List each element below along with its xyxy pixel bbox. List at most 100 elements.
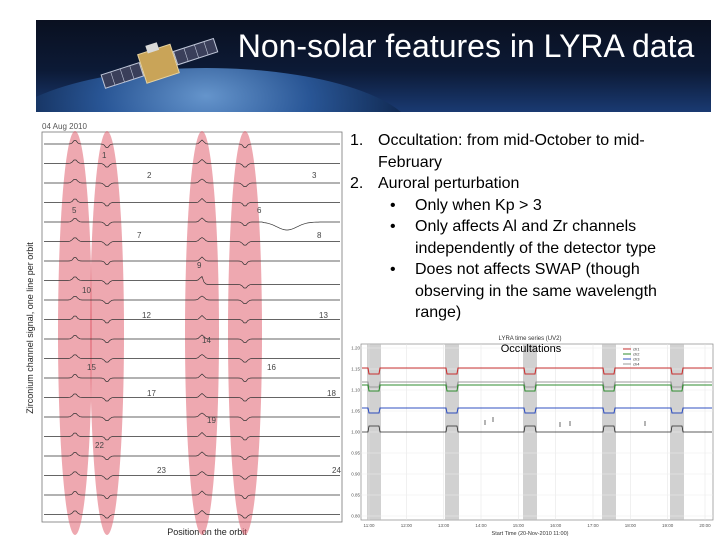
series-line [362, 381, 712, 388]
y-tick-label: 0.90 [351, 472, 360, 477]
x-tick-label: 12:00 [401, 523, 413, 528]
x-tick-label: 19:00 [662, 523, 674, 528]
sub-item-text: Does not affects SWAP (though observing … [415, 261, 657, 321]
occultation-ellipse [185, 131, 219, 535]
y-tick-label: 1.15 [351, 367, 360, 372]
curve-label: 7 [137, 231, 142, 240]
curve-label: 3 [312, 171, 317, 180]
x-axis-label: Start Time (20-Nov-2010 11:00) [492, 531, 569, 537]
orbit-curve [44, 471, 340, 480]
x-tick-label: 16:00 [550, 523, 562, 528]
curve-label: 23 [157, 466, 166, 475]
x-tick-label: 20:00 [699, 523, 711, 528]
occultations-annotation: Occultations [501, 343, 562, 355]
legend-label: ch2 [633, 352, 640, 357]
orbit-curve [44, 373, 340, 382]
orbit-curve [44, 393, 340, 402]
orbit-curve [44, 490, 340, 499]
legend-label: ch3 [633, 357, 640, 362]
orbit-curve [44, 256, 340, 265]
x-tick-label: 14:00 [475, 523, 487, 528]
orbit-curve [44, 334, 340, 343]
curve-label: 17 [147, 389, 156, 398]
curve-label: 18 [327, 389, 336, 398]
orbit-stack-plot: 04 Aug 2010 Zirconium channel signal, on… [25, 122, 343, 537]
y-axis-label: Zirconium channel signal, one line per o… [25, 242, 35, 414]
plot-frame [41, 131, 343, 523]
series-line [362, 407, 712, 414]
item-number: 1. [350, 132, 364, 149]
x-tick-label: 17:00 [587, 523, 599, 528]
orbit-curve [44, 412, 340, 421]
series-line [362, 367, 712, 375]
y-tick-label: 0.80 [351, 514, 360, 519]
bullet-icon: • [390, 196, 396, 214]
item-text: Auroral perturbation [378, 175, 520, 192]
series-line [362, 384, 712, 392]
legend-label: ch4 [633, 362, 640, 367]
y-tick-label: 1.05 [351, 409, 360, 414]
bullet-icon: • [390, 218, 396, 235]
orbit-curve [44, 295, 340, 304]
curve-label: 8 [317, 231, 322, 240]
curve-label: 15 [87, 363, 96, 372]
curve-label: 14 [202, 336, 211, 345]
list-item: 1. Occultation: from mid-October to mid-… [350, 130, 695, 173]
sub-list-item: • Does not affects SWAP (though observin… [350, 259, 695, 324]
legend-label: ch1 [633, 347, 640, 352]
y-tick-label: 1.20 [351, 346, 360, 351]
curve-label: 1 [102, 151, 107, 160]
curve-label: 10 [82, 286, 91, 295]
orbit-curve [44, 139, 340, 148]
chart-title: LYRA time series (UV2) [499, 336, 562, 342]
earth-image [36, 68, 416, 112]
occultation-ellipse [90, 131, 124, 535]
orbit-curve [44, 354, 340, 363]
curve-label: 13 [319, 311, 328, 320]
orbit-curve [44, 510, 340, 519]
lyra-timeseries-plot: LYRA time series (UV2) 11:00 12:00 13:00 14… [345, 330, 715, 538]
sub-item-text: Only when Kp > 3 [415, 196, 542, 214]
item-number: 2. [350, 175, 364, 192]
curve-label: 19 [207, 416, 216, 425]
sub-list-item: • Only when Kp > 3 [350, 195, 695, 217]
item-text: Occultation: from mid-October to mid-Feb… [378, 132, 645, 171]
orbit-curve [44, 217, 340, 231]
curve-label: 16 [267, 363, 276, 372]
curve-label: 22 [95, 441, 104, 450]
curve-label: 24 [332, 466, 341, 475]
y-tick-label: 1.10 [351, 388, 360, 393]
x-tick-label: 18:00 [625, 523, 637, 528]
orbit-curve [44, 432, 340, 441]
orbit-curve [44, 451, 340, 460]
y-tick-label: 0.85 [351, 493, 360, 498]
sub-item-text: Only affects Al and Zr channels independ… [415, 218, 657, 257]
x-tick-label: 13:00 [438, 523, 450, 528]
orbit-curve [44, 159, 340, 168]
orbit-curve [44, 198, 340, 207]
title-banner: Non-solar features in LYRA data [36, 20, 711, 112]
occultation-ellipse [228, 131, 262, 535]
curve-label: 12 [142, 311, 151, 320]
sub-list-item: • Only affects Al and Zr channels indepe… [350, 216, 695, 259]
curve-label: 5 [72, 206, 77, 215]
curve-label: 6 [257, 206, 262, 215]
list-item: 2. Auroral perturbation [350, 173, 695, 195]
slide-title: Non-solar features in LYRA data [237, 28, 695, 64]
orbit-curve [44, 237, 340, 246]
bullet-list: 1. Occultation: from mid-October to mid-… [350, 130, 695, 324]
bullet-icon: • [390, 261, 396, 278]
satellite-icon [100, 37, 219, 89]
curve-label: 2 [147, 171, 152, 180]
x-tick-label: 11:00 [364, 523, 375, 528]
x-axis-label: Position on the orbit [167, 527, 247, 537]
curve-label: 9 [197, 261, 202, 270]
series-line [362, 425, 712, 433]
occultation-ellipse [58, 131, 92, 535]
orbit-curve [44, 315, 340, 324]
x-tick-label: 15:00 [513, 523, 525, 528]
y-tick-label: 0.95 [351, 451, 360, 456]
plot-date: 04 Aug 2010 [42, 122, 87, 131]
orbit-curve [44, 178, 340, 187]
y-tick-label: 1.00 [351, 430, 360, 435]
